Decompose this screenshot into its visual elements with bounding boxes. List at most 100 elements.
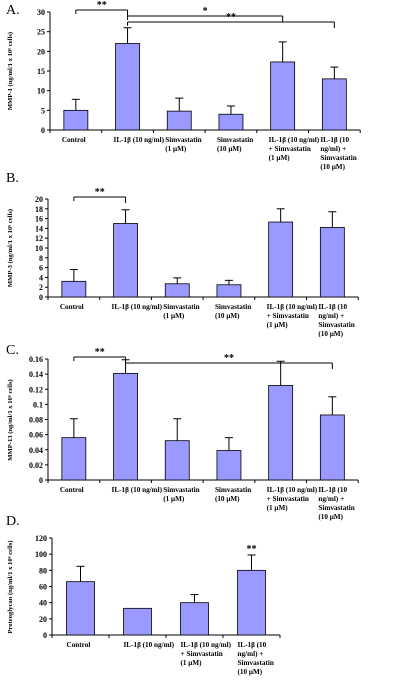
category-label: IL-1β (10 ng/ml) + Simvastatin (10 μM) <box>238 641 274 676</box>
y-tick-label: 0.02 <box>29 461 43 470</box>
category-label: Simvastatin (1 μM) <box>163 486 199 503</box>
y-tick-label: 4 <box>39 273 43 282</box>
category-label-line: + Simvastatin <box>267 312 309 320</box>
category-label-line: (10 μM) <box>238 668 263 676</box>
y-tick-label: 10 <box>35 244 43 253</box>
bar <box>268 221 294 298</box>
bar <box>180 602 209 636</box>
y-tick-label: 20 <box>35 195 43 204</box>
bar <box>164 440 190 481</box>
y-tick-label: 100 <box>35 550 47 559</box>
category-label: IL-1β (10 ng/ml) + Simvastatin (1 μM) <box>267 303 318 329</box>
bar <box>61 437 87 481</box>
bar <box>61 280 87 298</box>
panel-label: A. <box>6 3 20 18</box>
category-label-line: Control <box>60 486 84 494</box>
category-label-line: Simvastatin <box>320 154 356 162</box>
y-tick-label: 5 <box>41 106 45 115</box>
category-label-line: IL-1β (10 ng/ml) <box>267 303 318 311</box>
category-label-line: IL-1β (10 ng/ml) <box>112 303 163 311</box>
category-label-line: Simvastatin <box>318 504 354 512</box>
bar <box>237 569 266 636</box>
category-label: IL-1β (10 ng/ml) <box>114 136 165 144</box>
chart-panel-3: C. MMP-13 (ng/ml/1 x 10⁶ cells) 0 0.02 0.04 0… <box>6 343 359 521</box>
panel-label: B. <box>6 171 19 186</box>
bar <box>63 109 89 131</box>
bar <box>113 223 138 298</box>
category-label-line: (10 μM) <box>215 495 240 503</box>
category-label: Control <box>60 486 84 494</box>
y-tick-label: 30 <box>37 8 45 17</box>
category-label-line: Simvastatin <box>215 303 251 311</box>
category-label: IL-1β (10 ng/ml) <box>112 486 163 494</box>
category-label-line: IL-1β (10 <box>318 303 347 311</box>
category-label-line: + Simvastatin <box>181 650 223 658</box>
y-tick-label: 0.16 <box>29 355 43 364</box>
category-label-line: (10 μM) <box>318 330 343 338</box>
bar <box>123 607 152 636</box>
y-tick-label: 8 <box>39 254 43 263</box>
category-label: Simvastatin (10 μM) <box>215 303 251 320</box>
y-tick-label: 60 <box>39 583 47 592</box>
bar <box>268 385 294 481</box>
y-axis-title: Proteoglycan (ng/ml/1 x 10⁶ cells) <box>7 540 14 633</box>
category-label: IL-1β (10 ng/ml) + Simvastatin (1 μM) <box>181 641 232 667</box>
y-tick-label: 0 <box>39 476 43 485</box>
category-label-line: Control <box>60 303 84 311</box>
category-label-line: ng/ml) + <box>320 145 346 153</box>
significance-label: ** <box>247 544 257 555</box>
category-label-line: IL-1β (10 <box>318 486 347 494</box>
category-label-line: IL-1β (10 ng/ml) <box>269 136 320 144</box>
category-label: IL-1β (10 ng/ml) <box>112 303 163 311</box>
y-tick-label: 25 <box>37 28 45 37</box>
significance-label: ** <box>95 347 105 358</box>
bar <box>321 78 347 131</box>
y-tick-label: 80 <box>39 566 47 575</box>
category-label-line: ng/ml) + <box>318 312 344 320</box>
panel-label: C. <box>6 343 19 358</box>
category-label: Control <box>62 136 86 144</box>
y-tick-label: 40 <box>39 599 47 608</box>
y-tick-label: 14 <box>35 224 43 233</box>
category-label: Simvastatin (10 μM) <box>215 486 251 503</box>
bar <box>115 43 140 131</box>
category-label-line: (10 μM) <box>215 312 240 320</box>
category-label-line: IL-1β (10 ng/ml) <box>267 486 318 494</box>
category-label: Simvastatin (1 μM) <box>165 136 201 153</box>
category-label-line: Simvastatin <box>217 136 253 144</box>
bar <box>319 227 345 298</box>
bar <box>164 283 190 298</box>
category-label-line: Simvastatin <box>238 659 274 667</box>
category-label-line: IL-1β (10 <box>238 641 267 649</box>
bar <box>319 414 345 481</box>
y-tick-label: 0 <box>41 126 45 135</box>
category-label-line: IL-1β (10 <box>320 136 349 144</box>
category-label-line: Simvastatin <box>163 303 199 311</box>
bar <box>166 110 192 131</box>
category-label: Simvastatin (10 μM) <box>217 136 253 153</box>
category-label-line: (10 μM) <box>318 513 343 521</box>
y-tick-label: 15 <box>37 67 45 76</box>
bar <box>66 581 95 636</box>
y-tick-label: 12 <box>35 234 43 243</box>
category-label-line: Simvastatin <box>165 136 201 144</box>
bar <box>216 450 242 481</box>
category-label-line: ng/ml) + <box>238 650 264 658</box>
y-axis-title: MMP-3 (ng/ml/1 x 10⁶ cells) <box>7 209 14 287</box>
y-tick-label: 0 <box>43 631 47 640</box>
significance-label: * <box>203 6 208 17</box>
category-label-line: Control <box>67 641 91 649</box>
category-label-line: (1 μM) <box>163 495 185 503</box>
category-label-line: IL-1β (10 ng/ml) <box>114 136 165 144</box>
category-label: IL-1β (10 ng/ml) + Simvastatin (10 μM) <box>318 486 354 521</box>
significance-label: ** <box>97 0 107 11</box>
chart-panel-2: B. MMP-3 (ng/ml/1 x 10⁶ cells) 02468101214… <box>6 171 359 338</box>
significance-label: ** <box>224 353 234 364</box>
category-label-line: ng/ml) + <box>318 495 344 503</box>
y-tick-label: 120 <box>35 534 47 543</box>
category-label-line: IL-1β (10 ng/ml) <box>181 641 232 649</box>
y-tick-label: 20 <box>37 47 45 56</box>
y-tick-label: 0.06 <box>29 431 43 440</box>
panel-label: D. <box>6 514 20 529</box>
